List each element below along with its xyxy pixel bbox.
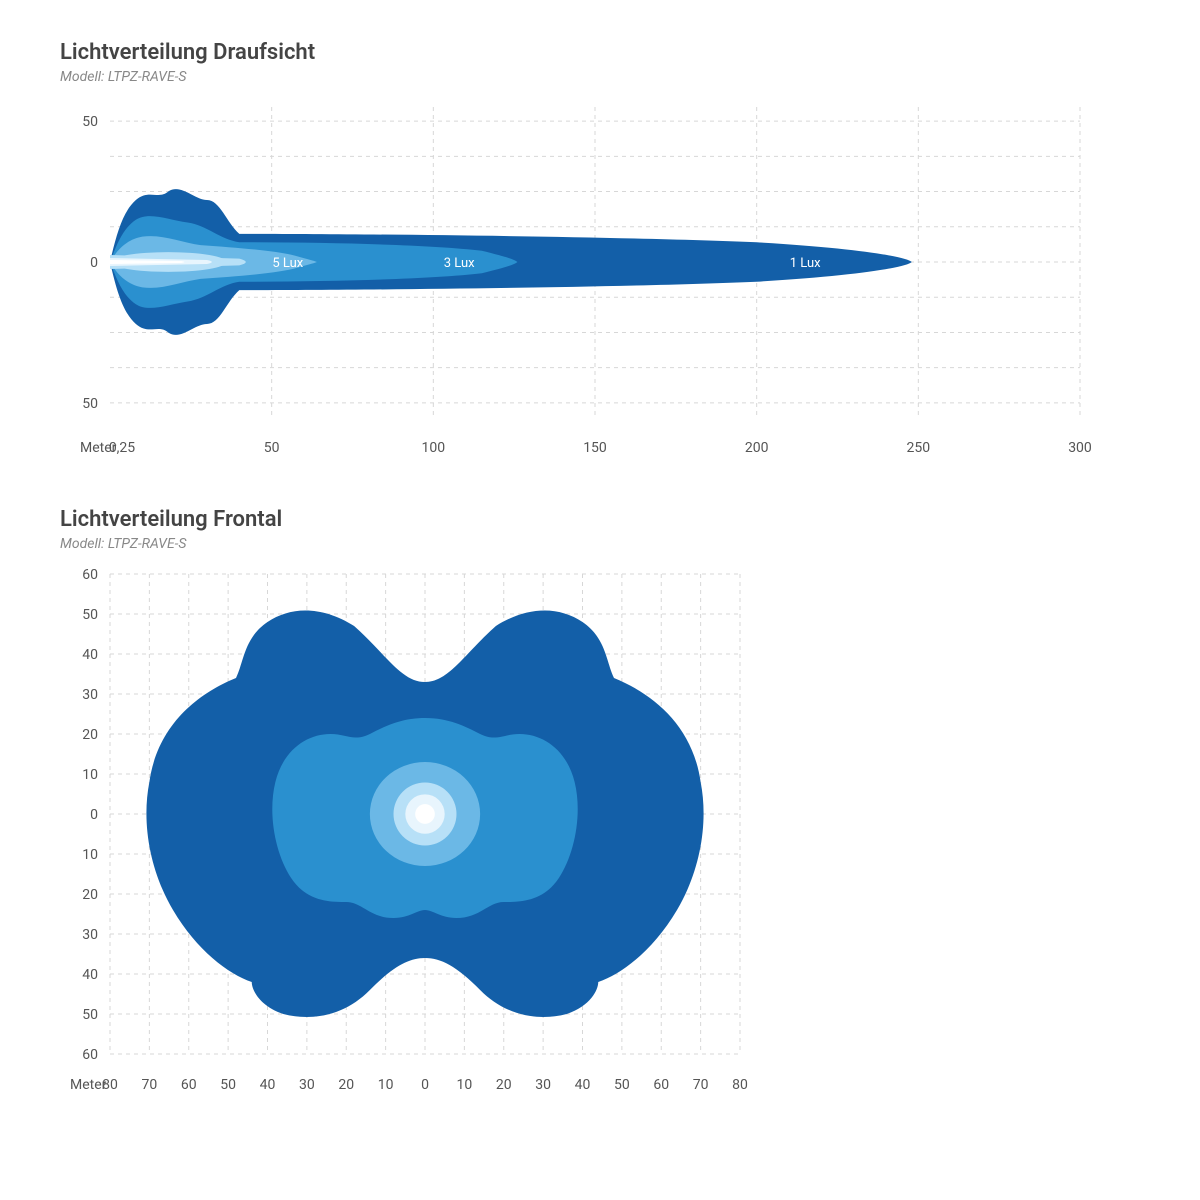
lux3-label: 3 Lux (444, 256, 475, 271)
svg-text:50: 50 (614, 1077, 630, 1093)
svg-text:40: 40 (260, 1077, 276, 1093)
svg-text:50: 50 (82, 607, 98, 623)
svg-text:150: 150 (583, 440, 607, 456)
bottom-chart-title: Lichtverteilung Frontal (60, 507, 1140, 532)
svg-text:50: 50 (220, 1077, 236, 1093)
svg-text:80: 80 (102, 1077, 118, 1093)
svg-text:200: 200 (745, 440, 769, 456)
svg-text:50: 50 (82, 396, 98, 412)
svg-text:80: 80 (732, 1077, 748, 1093)
svg-text:20: 20 (496, 1077, 512, 1093)
svg-text:70: 70 (693, 1077, 709, 1093)
svg-text:60: 60 (82, 567, 98, 583)
svg-text:10: 10 (378, 1077, 394, 1093)
svg-text:0: 0 (90, 807, 98, 823)
svg-text:0: 0 (90, 255, 98, 271)
svg-text:0: 0 (421, 1077, 429, 1093)
svg-text:100: 100 (422, 440, 446, 456)
svg-text:50: 50 (82, 114, 98, 130)
svg-text:30: 30 (299, 1077, 315, 1093)
lux1-label: 1 Lux (790, 256, 821, 271)
svg-text:50: 50 (264, 440, 280, 456)
svg-text:40: 40 (82, 647, 98, 663)
svg-text:60: 60 (82, 1047, 98, 1063)
svg-text:60: 60 (653, 1077, 669, 1093)
svg-text:60: 60 (181, 1077, 197, 1093)
bottom-chart-svg: 6050403020100102030405060Meter8070605040… (60, 564, 760, 1104)
svg-text:30: 30 (82, 927, 98, 943)
svg-text:70: 70 (142, 1077, 158, 1093)
svg-text:20: 20 (82, 887, 98, 903)
svg-text:250: 250 (907, 440, 931, 456)
svg-text:10: 10 (82, 847, 98, 863)
svg-text:40: 40 (575, 1077, 591, 1093)
top-chart-subtitle: Modell: LTPZ-RAVE-S (60, 69, 1140, 85)
top-chart-svg: 5 Lux3 Lux1 Lux50050Meter0,2550100150200… (60, 97, 1100, 477)
bottom-chart-subtitle: Modell: LTPZ-RAVE-S (60, 536, 1140, 552)
svg-text:10: 10 (82, 767, 98, 783)
top-chart-block: Lichtverteilung Draufsicht Modell: LTPZ-… (60, 40, 1140, 477)
svg-text:300: 300 (1068, 440, 1092, 456)
svg-text:30: 30 (535, 1077, 551, 1093)
svg-text:10: 10 (457, 1077, 473, 1093)
svg-text:0,25: 0,25 (109, 440, 135, 456)
svg-text:20: 20 (82, 727, 98, 743)
lux5-label: 5 Lux (272, 256, 303, 271)
top-chart-title: Lichtverteilung Draufsicht (60, 40, 1140, 65)
svg-text:50: 50 (82, 1007, 98, 1023)
svg-text:20: 20 (338, 1077, 354, 1093)
bottom-chart-block: Lichtverteilung Frontal Modell: LTPZ-RAV… (60, 507, 1140, 1104)
svg-text:40: 40 (82, 967, 98, 983)
svg-text:30: 30 (82, 687, 98, 703)
